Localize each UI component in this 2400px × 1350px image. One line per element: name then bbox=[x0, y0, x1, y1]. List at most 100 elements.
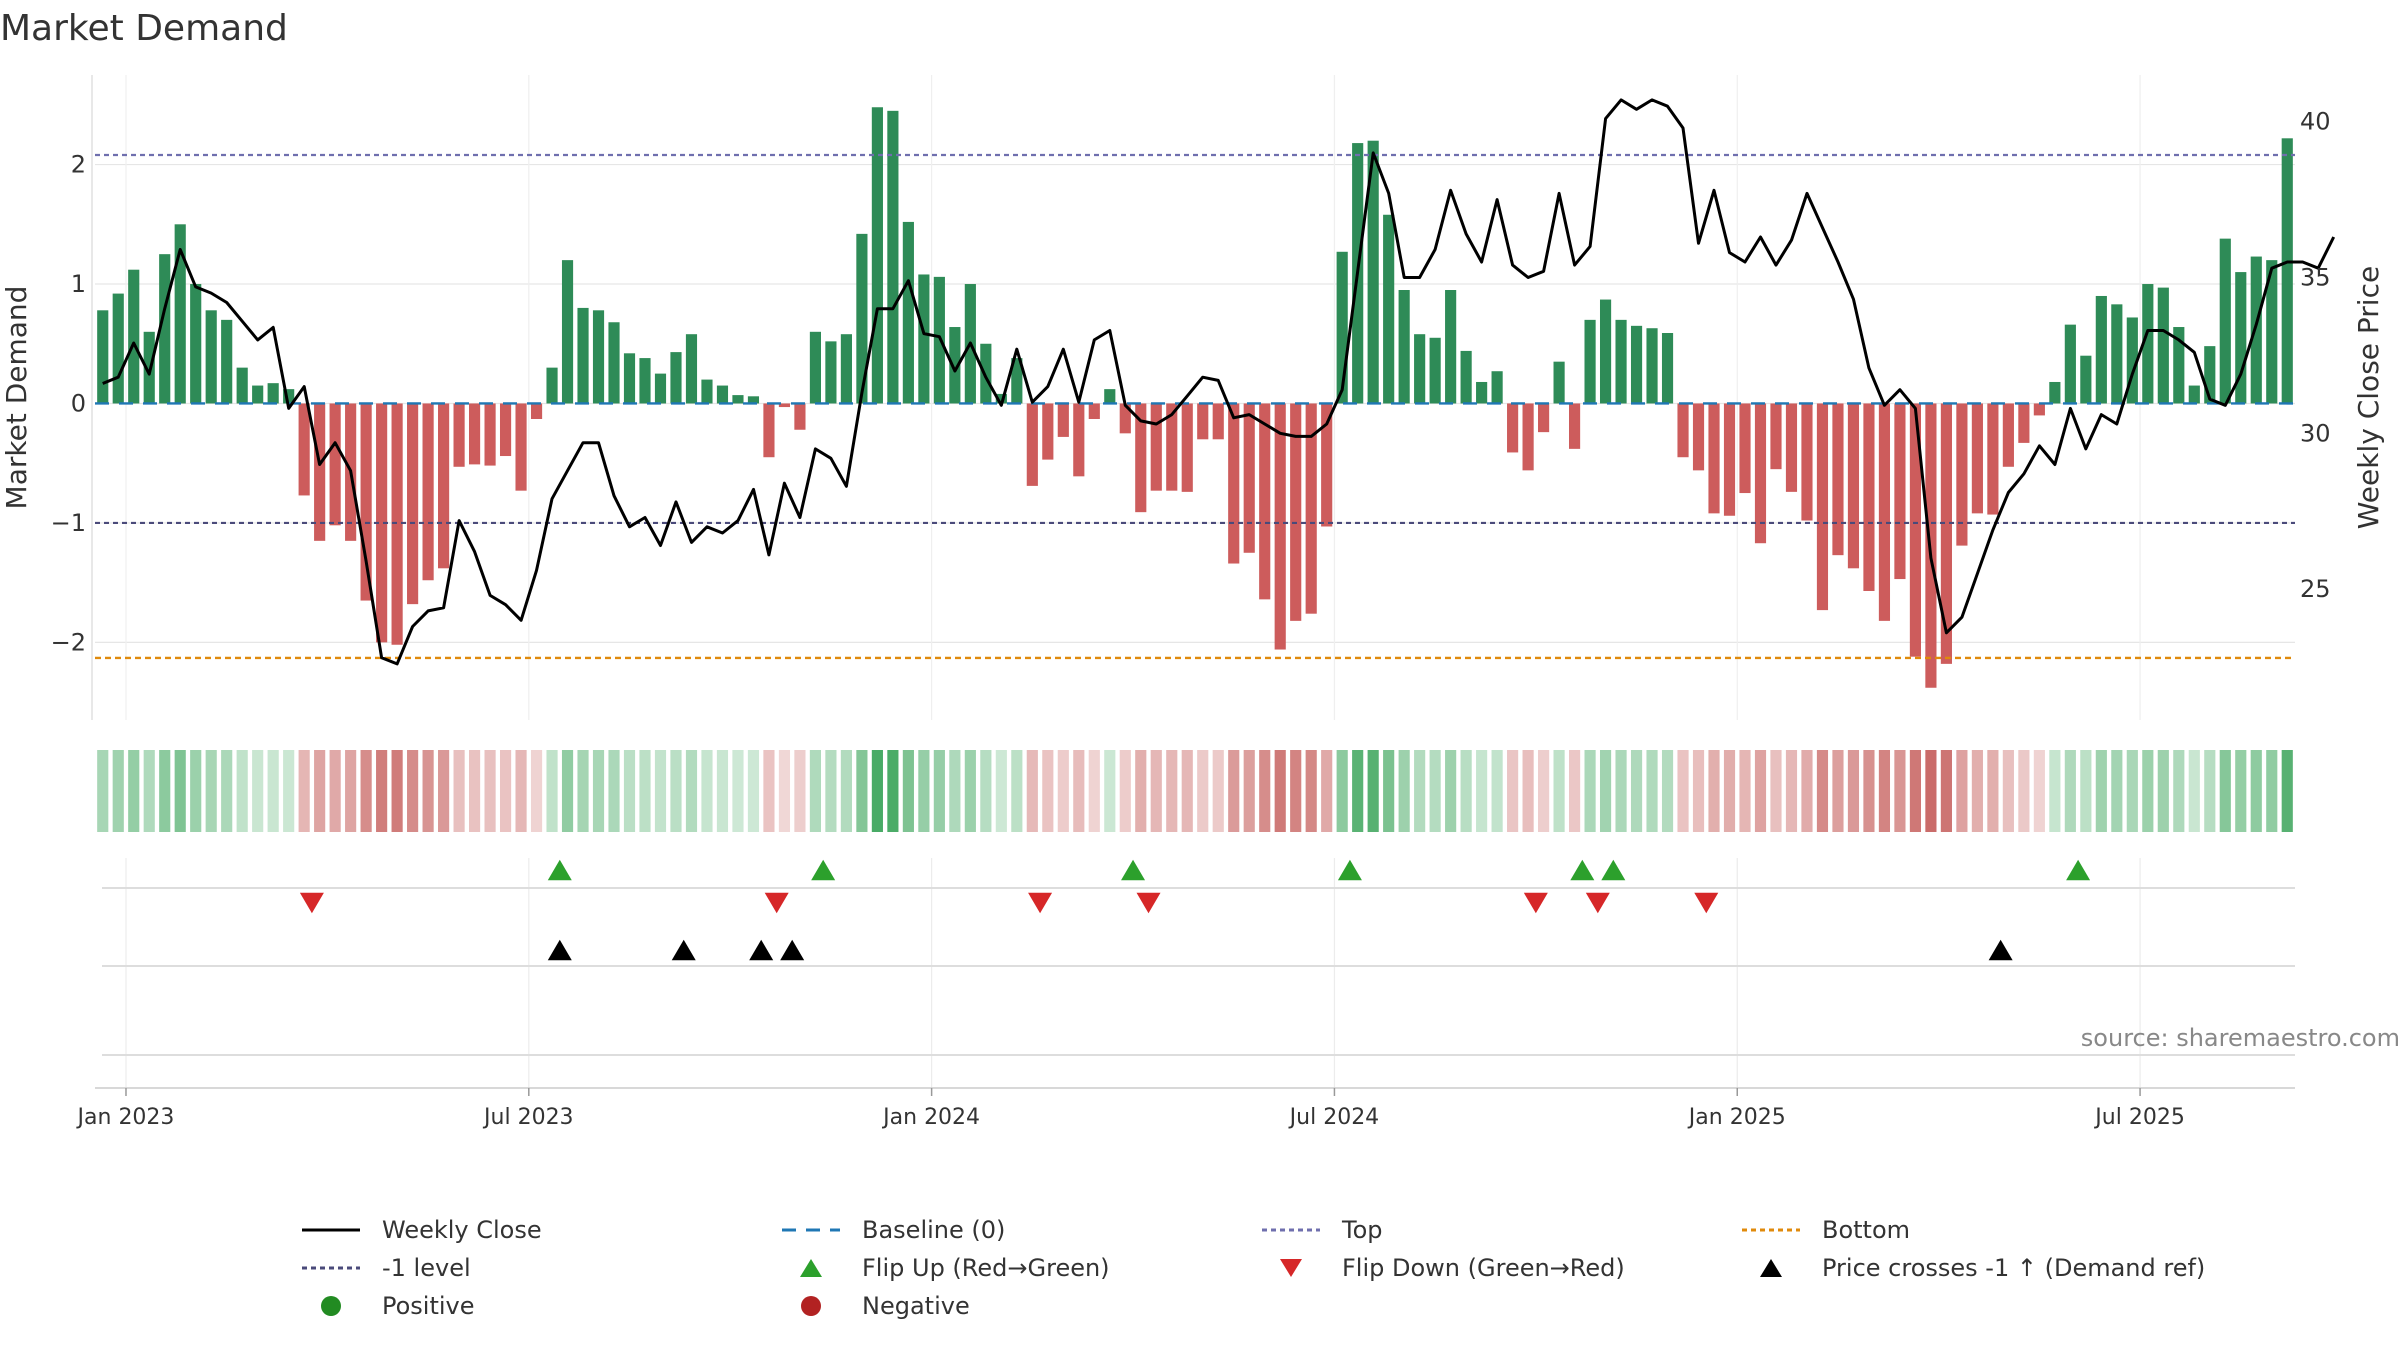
heat-cell bbox=[2188, 750, 2200, 832]
demand-bar bbox=[1816, 403, 1829, 611]
heat-cell bbox=[577, 750, 589, 832]
legend-label: Positive bbox=[382, 1292, 475, 1320]
heat-cell bbox=[840, 750, 852, 832]
demand-bar bbox=[1259, 403, 1271, 600]
demand-bar bbox=[1042, 403, 1054, 460]
demand-bar bbox=[1553, 361, 1565, 404]
demand-bar bbox=[2188, 385, 2200, 404]
demand-bar bbox=[1460, 350, 1472, 404]
legend-label: Top bbox=[1342, 1216, 1383, 1244]
demand-bar bbox=[1166, 403, 1178, 491]
x-axis: Jan 2023 Jul 2023 Jan 2024 Jul 2024 Jan 2025… bbox=[76, 1087, 2295, 1130]
heat-cell bbox=[1476, 750, 1488, 832]
heat-cell bbox=[2049, 750, 2061, 832]
heat-cell bbox=[902, 750, 914, 832]
heat-cell bbox=[329, 750, 341, 832]
demand-bar bbox=[1677, 403, 1689, 458]
heat-cell bbox=[1011, 750, 1023, 832]
legend-item-bottom: Bottom bbox=[1740, 1215, 2250, 1245]
price-series bbox=[102, 98, 2336, 666]
demand-bar bbox=[2111, 304, 2123, 404]
demand-bar bbox=[1878, 403, 1891, 621]
demand-bar bbox=[2080, 355, 2092, 404]
heat-cell bbox=[825, 750, 837, 832]
heat-cell bbox=[376, 750, 388, 832]
price-cross-marker bbox=[749, 939, 774, 961]
legend-swatch-minus-one bbox=[300, 1253, 362, 1283]
legend-label: Price crosses -1 ↑ (Demand ref) bbox=[1822, 1254, 2206, 1282]
heat-cell bbox=[438, 750, 450, 832]
legend-item-flip-up: Flip Up (Red→Green) bbox=[780, 1253, 1260, 1283]
demand-bar bbox=[314, 403, 326, 541]
left-tick-label: 2 bbox=[71, 151, 86, 179]
demand-bar bbox=[639, 358, 651, 404]
price-cross-marker bbox=[780, 939, 805, 961]
demand-bar bbox=[1894, 403, 1906, 580]
flip-down-marker bbox=[1694, 892, 1719, 914]
heat-cell bbox=[252, 750, 264, 832]
demand-bar bbox=[1987, 403, 1999, 515]
demand-bar bbox=[1367, 140, 1379, 404]
heat-cell bbox=[515, 750, 527, 832]
heat-cell bbox=[499, 750, 512, 832]
legend-item-flip-down: Flip Down (Green→Red) bbox=[1260, 1253, 1740, 1283]
demand-bar bbox=[1429, 337, 1441, 404]
legend-label: Baseline (0) bbox=[862, 1216, 1006, 1244]
demand-bar bbox=[1321, 403, 1333, 527]
heat-cell bbox=[980, 750, 992, 832]
heat-cell bbox=[1212, 750, 1224, 832]
x-tick-label: Jan 2025 bbox=[1687, 1105, 1786, 1130]
heat-cell bbox=[1816, 750, 1829, 832]
heat-cell bbox=[2235, 750, 2247, 832]
demand-bar bbox=[1336, 251, 1348, 404]
demand-bar bbox=[422, 403, 434, 581]
demand-bar bbox=[887, 110, 899, 404]
legend-swatch-neg-dot bbox=[780, 1291, 842, 1321]
heat-cell bbox=[933, 750, 945, 832]
heat-cell bbox=[190, 750, 202, 832]
flip-down-marker bbox=[1136, 892, 1161, 914]
demand-bar bbox=[174, 224, 186, 404]
demand-bar bbox=[1522, 403, 1534, 471]
heat-strip bbox=[97, 750, 2293, 832]
demand-bar bbox=[484, 403, 496, 466]
heat-cell bbox=[2157, 750, 2169, 832]
heat-cell bbox=[1723, 750, 1736, 832]
demand-bar bbox=[530, 403, 543, 419]
heat-cell bbox=[2064, 750, 2076, 832]
heat-cell bbox=[732, 750, 744, 832]
heat-cell bbox=[1104, 750, 1116, 832]
heat-cell bbox=[530, 750, 543, 832]
demand-bar bbox=[1057, 403, 1069, 437]
demand-bar bbox=[1599, 299, 1612, 404]
heat-cell bbox=[360, 750, 372, 832]
demand-bar bbox=[1212, 403, 1224, 440]
demand-bar bbox=[701, 379, 713, 404]
demand-bar bbox=[2173, 327, 2185, 404]
flip-up-marker bbox=[547, 859, 572, 881]
heat-cell bbox=[1971, 750, 1983, 832]
axes: −2 −1 0 1 2 Market Demand 25 30 35 40 Weekly Close… bbox=[0, 75, 2385, 720]
demand-bar bbox=[2002, 403, 2014, 467]
heat-cell bbox=[716, 750, 729, 832]
legend-label: Weekly Close bbox=[382, 1216, 542, 1244]
demand-bar bbox=[1104, 389, 1116, 404]
heat-cell bbox=[1692, 750, 1705, 832]
demand-bar bbox=[1692, 403, 1705, 471]
demand-bar bbox=[2126, 317, 2138, 404]
heat-cell bbox=[1553, 750, 1565, 832]
flip-down-marker bbox=[1523, 892, 1548, 914]
heat-cell bbox=[561, 750, 574, 832]
demand-bar bbox=[1445, 290, 1457, 404]
price-cross-marker bbox=[671, 939, 696, 961]
demand-bar bbox=[1723, 403, 1736, 516]
demand-bar bbox=[1305, 403, 1317, 614]
heat-cell bbox=[1073, 750, 1085, 832]
demand-bar bbox=[515, 403, 527, 491]
left-tick-label: −2 bbox=[51, 628, 86, 656]
heat-cell bbox=[1630, 750, 1643, 832]
heat-cell bbox=[453, 750, 465, 832]
flip-up-marker bbox=[2066, 859, 2091, 881]
demand-bar bbox=[592, 310, 605, 404]
